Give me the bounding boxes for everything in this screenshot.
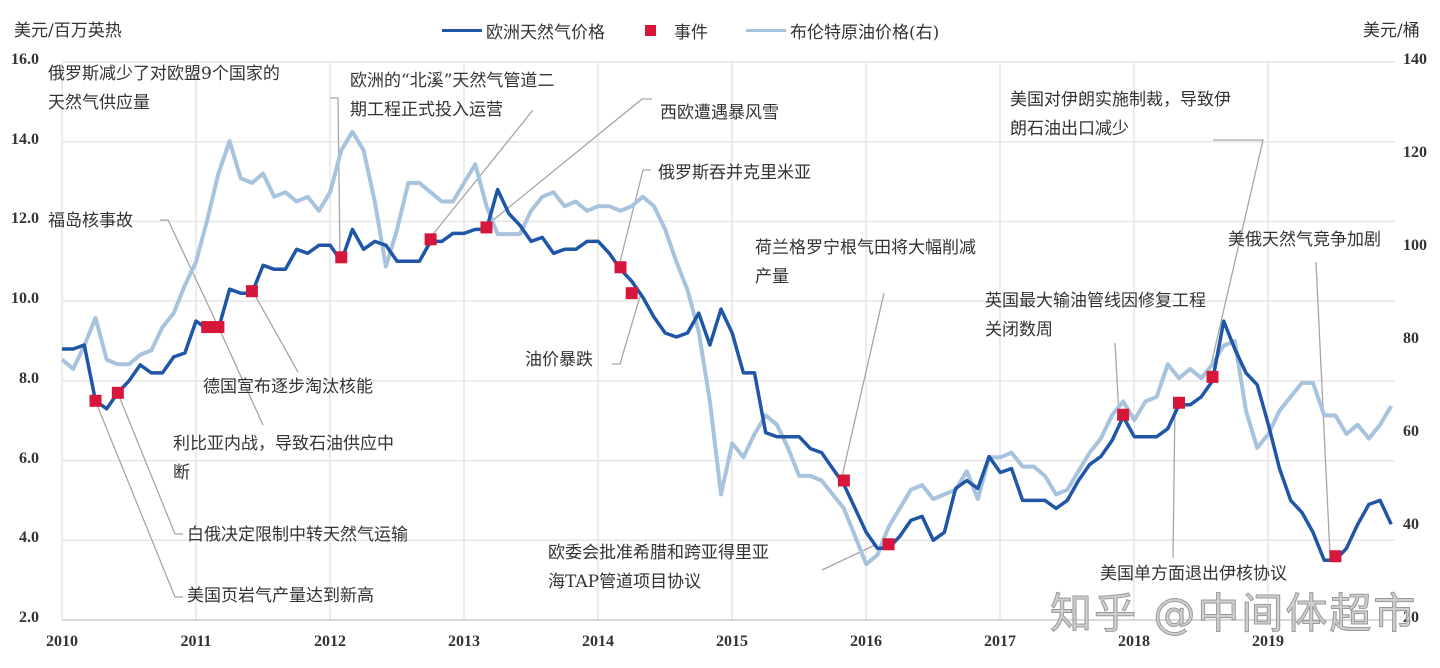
europe-gas-line (62, 187, 1393, 562)
annotation-western-europe-blizzard: 西欧遭遇暴风雪 (660, 103, 779, 123)
annotation-leader (330, 97, 341, 256)
y-left-tick: 16.0 (11, 51, 39, 68)
legend-label-gas: 欧洲天然气价格 (486, 23, 605, 43)
y-left-tick: 4.0 (19, 529, 39, 547)
y-left-tick: 12.0 (11, 210, 39, 228)
annotation-crimea-annexation: 俄罗斯吞并克里米亚 (658, 163, 811, 183)
event-marker (625, 287, 638, 300)
annotation-leader (840, 292, 885, 482)
x-tick: 2014 (582, 633, 614, 650)
event-marker (480, 221, 493, 234)
event-marker (1173, 396, 1185, 409)
legend-swatch-event (645, 25, 656, 36)
y-right-tick: 140 (1403, 51, 1427, 68)
legend-item-event: 事件 (605, 18, 708, 43)
event-marker (89, 394, 102, 407)
x-tick: 2012 (314, 633, 346, 650)
annotation-leader (618, 169, 651, 267)
annotation-oil-price-crash: 油价暴跌 (525, 350, 593, 370)
y-left-tick: 2.0 (19, 609, 39, 626)
event-marker (1329, 550, 1342, 563)
y-right-tick: 40 (1403, 516, 1419, 533)
x-tick: 2016 (850, 633, 882, 650)
annotation-leader (217, 325, 264, 426)
event-marker (212, 321, 225, 334)
annotation-us-shale-record: 美国页岩气产量达到新高 (187, 586, 374, 606)
annotation-leader (116, 390, 183, 535)
event-marker (837, 474, 850, 487)
annotation-belarus-gas-transit: 白俄决定限制中转天然气运输 (187, 525, 408, 545)
event-marker (335, 251, 348, 264)
event-marker (614, 261, 627, 274)
event-marker (882, 538, 895, 551)
annotation-leader (1114, 342, 1120, 416)
watermark: 知乎 @中间体超市 (1049, 589, 1418, 639)
legend-swatch-brent (746, 29, 786, 32)
annotation-leader (94, 399, 183, 598)
y-left-tick: 10.0 (11, 290, 39, 308)
annotation-libya-civil-war: 利比亚内战，导致石油供应中 断 (173, 434, 394, 483)
annotation-us-russia-gas-competition: 美俄天然气竞争加剧 (1228, 230, 1381, 250)
y-left-tick: 8.0 (19, 369, 39, 387)
legend-label-event: 事件 (674, 23, 708, 43)
annotation-russia-cut-supply: 俄罗斯减少了对欧盟9个国家的 天然气供应量 (48, 64, 280, 113)
annotation-leader (429, 109, 534, 239)
event-markers (89, 221, 1342, 563)
event-marker (1117, 408, 1130, 421)
y-axis-right-label: 美元/桶 (1363, 21, 1420, 41)
y-right-tick: 120 (1403, 144, 1427, 161)
y-right-tick: 80 (1403, 330, 1419, 347)
annotation-leader (251, 289, 299, 373)
legend: 欧洲天然气价格 事件 布伦特原油价格(右) (442, 18, 939, 43)
annotation-leader (160, 219, 219, 327)
event-marker (1206, 370, 1219, 383)
event-marker (424, 233, 437, 246)
annotation-nord-stream-phase2: 欧洲的“北溪”天然气管道二 期工程正式投入运营 (350, 71, 555, 120)
annotation-groningen-cut: 荷兰格罗宁根气田将大幅削减 产量 (755, 238, 976, 287)
annotation-leader-lines (94, 97, 1331, 598)
annotation-uk-pipeline-closure: 英国最大输油管线因修复工程 关闭数周 (985, 291, 1206, 340)
x-tick: 2010 (46, 633, 78, 650)
annotation-us-iran-sanctions: 美国对伊朗实施制裁，导致伊 朗石油出口减少 (1010, 90, 1231, 139)
y-right-tick: 100 (1403, 237, 1427, 254)
x-tick: 2011 (180, 633, 212, 650)
annotation-fukushima: 福岛核事故 (48, 211, 133, 231)
legend-item-gas: 欧洲天然气价格 (442, 18, 605, 43)
annotation-leader (485, 98, 652, 227)
event-marker (111, 386, 124, 399)
brent-oil-line (60, 129, 1393, 567)
x-tick: 2015 (716, 633, 748, 650)
y-axis-left-label: 美元/百万英热 (14, 21, 122, 41)
y-right-tick: 60 (1403, 423, 1419, 440)
annotation-leader (612, 292, 642, 365)
y-left-tick: 6.0 (19, 449, 39, 467)
series-lines (60, 129, 1393, 567)
annotation-germany-nuclear-phaseout: 德国宣布逐步淘汰核能 (203, 377, 373, 397)
annotation-leader (1172, 401, 1176, 559)
x-tick: 2019 (1252, 633, 1284, 650)
annotation-eu-tap-pipeline: 欧委会批准希腊和跨亚得里亚 海TAP管道项目协议 (548, 543, 769, 592)
legend-swatch-gas (442, 29, 482, 32)
x-tick: 2018 (1118, 633, 1150, 650)
x-tick: 2017 (984, 633, 1016, 650)
annotation-leader (821, 544, 876, 571)
event-marker (245, 285, 258, 298)
y-left-tick: 14.0 (11, 130, 39, 148)
legend-item-brent: 布伦特原油价格(右) (746, 18, 939, 43)
annotation-us-exit-iran-deal: 美国单方面退出伊核协议 (1100, 564, 1287, 584)
y-right-tick: 20 (1403, 609, 1419, 626)
legend-label-brent: 布伦特原油价格(右) (790, 23, 940, 43)
event-marker (201, 321, 214, 334)
annotation-leader (1207, 139, 1264, 379)
x-tick: 2013 (448, 633, 480, 650)
